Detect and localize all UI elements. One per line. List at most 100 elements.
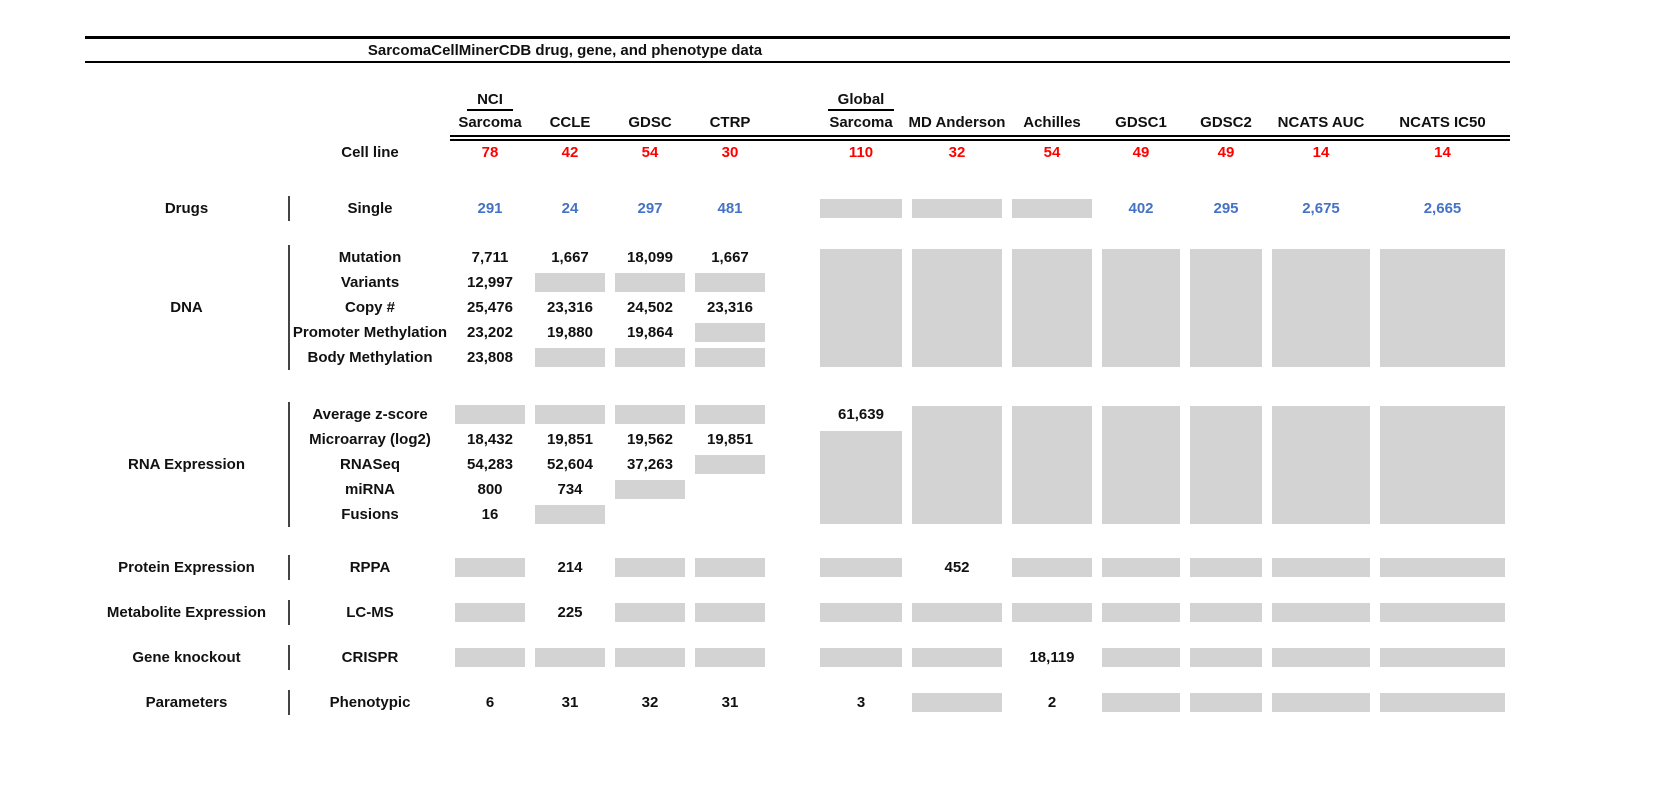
no-data-box bbox=[1097, 600, 1185, 625]
cell-line-count: 32 bbox=[948, 144, 966, 161]
data-cell: 52,604 bbox=[547, 456, 593, 473]
no-data-box bbox=[610, 600, 690, 625]
data-cell: 19,562 bbox=[627, 431, 673, 448]
category-label: Metabolite Expression bbox=[85, 600, 290, 625]
title-row: SarcomaCellMinerCDB drug, gene, and phen… bbox=[85, 39, 1510, 61]
no-data-box-tall bbox=[1007, 245, 1097, 370]
group-drugs: Drugs Single 291 24 297 481 402 295 2,675 2,665 bbox=[85, 196, 1510, 221]
no-data-box bbox=[610, 645, 690, 670]
data-cell: 24,502 bbox=[627, 299, 673, 316]
gray-box bbox=[820, 603, 902, 622]
category-label: Parameters bbox=[85, 690, 290, 715]
gray-box bbox=[695, 348, 765, 367]
data-cell: 2,665 bbox=[1423, 200, 1462, 217]
data-cell: 19,880 bbox=[547, 324, 593, 341]
gray-box bbox=[455, 603, 525, 622]
row-label: RPPA bbox=[349, 559, 391, 576]
gray-box bbox=[820, 199, 902, 218]
no-data-box bbox=[450, 645, 530, 670]
gray-box bbox=[1102, 693, 1180, 712]
column-group-label-nci: NCI bbox=[450, 89, 530, 111]
gray-box bbox=[1102, 558, 1180, 577]
gray-box bbox=[695, 273, 765, 292]
no-data-box bbox=[690, 320, 770, 345]
no-data-box-tall bbox=[907, 402, 1007, 527]
gray-box bbox=[820, 430, 902, 524]
gray-box bbox=[820, 558, 902, 577]
gray-box bbox=[1272, 693, 1370, 712]
row-label: Body Methylation bbox=[307, 349, 433, 366]
row-label: RNASeq bbox=[339, 456, 400, 473]
group-metabolite-expression: Metabolite Expression LC-MS 225 bbox=[85, 600, 1510, 625]
data-cell: 12,997 bbox=[467, 274, 513, 291]
row-label: CRISPR bbox=[341, 649, 399, 666]
gray-box bbox=[615, 480, 685, 499]
no-data-box bbox=[1097, 690, 1185, 715]
gray-box bbox=[1380, 693, 1505, 712]
gray-box bbox=[1190, 693, 1262, 712]
data-cell: 24 bbox=[561, 200, 579, 217]
no-data-box bbox=[530, 402, 610, 427]
gray-box bbox=[1102, 405, 1180, 524]
no-data-box bbox=[1097, 555, 1185, 580]
no-data-box bbox=[1375, 555, 1510, 580]
no-data-box bbox=[1007, 196, 1097, 221]
category-label: Protein Expression bbox=[85, 555, 290, 580]
gray-box bbox=[1012, 405, 1092, 524]
column-group-label-global: Global bbox=[815, 89, 907, 111]
gray-box bbox=[1380, 648, 1505, 667]
no-data-box-tall bbox=[1185, 245, 1267, 370]
no-data-box bbox=[815, 645, 907, 670]
gray-box bbox=[455, 558, 525, 577]
header-double-rule bbox=[450, 135, 1510, 141]
gray-box bbox=[535, 348, 605, 367]
data-cell: 800 bbox=[477, 481, 503, 498]
data-cell: 481 bbox=[717, 200, 743, 217]
no-data-box bbox=[450, 402, 530, 427]
gray-box bbox=[820, 248, 902, 367]
no-data-box bbox=[815, 600, 907, 625]
column-header-gdsc2-8: GDSC2 bbox=[1200, 113, 1252, 131]
column-header-md-anderson-5: MD Anderson bbox=[908, 113, 1006, 131]
cell-line-count: 78 bbox=[481, 144, 499, 161]
data-cell: 37,263 bbox=[627, 456, 673, 473]
no-data-box bbox=[1007, 555, 1097, 580]
no-data-box-tall bbox=[1375, 402, 1510, 527]
gray-box bbox=[615, 603, 685, 622]
gray-box bbox=[1102, 248, 1180, 367]
data-cell: 225 bbox=[557, 604, 583, 621]
gray-box bbox=[1190, 248, 1262, 367]
no-data-box bbox=[1375, 690, 1510, 715]
gray-box bbox=[1190, 558, 1262, 577]
no-data-box-tall bbox=[1097, 245, 1185, 370]
group-protein-expression: Protein Expression RPPA 214 452 bbox=[85, 555, 1510, 580]
no-data-box bbox=[815, 555, 907, 580]
column-header-ncats-auc-9: NCATS AUC bbox=[1277, 113, 1365, 131]
gray-box bbox=[912, 693, 1002, 712]
gray-box bbox=[1380, 558, 1505, 577]
gray-box bbox=[1380, 405, 1505, 524]
no-data-box-tall bbox=[1267, 245, 1375, 370]
no-data-box bbox=[1185, 555, 1267, 580]
data-cell: 23,808 bbox=[467, 349, 513, 366]
cell-line-count: 54 bbox=[1043, 144, 1061, 161]
column-header-ccle-1: CCLE bbox=[549, 113, 591, 131]
gray-box bbox=[1012, 603, 1092, 622]
gray-box bbox=[535, 505, 605, 524]
no-data-box bbox=[690, 645, 770, 670]
no-data-box bbox=[530, 345, 610, 370]
category-label: DNA bbox=[85, 245, 290, 370]
cell-line-count: 110 bbox=[848, 144, 874, 161]
title-bottom-rule bbox=[85, 61, 1510, 63]
no-data-box bbox=[690, 555, 770, 580]
row-label: Single bbox=[347, 200, 393, 217]
no-data-box bbox=[1185, 600, 1267, 625]
cell-line-count: 54 bbox=[641, 144, 659, 161]
gray-box bbox=[695, 603, 765, 622]
category-label: Drugs bbox=[85, 196, 290, 221]
no-data-box bbox=[907, 645, 1007, 670]
data-cell: 6 bbox=[485, 694, 495, 711]
data-cell: 19,851 bbox=[707, 431, 753, 448]
data-cell: 18,432 bbox=[467, 431, 513, 448]
group-parameters: Parameters Phenotypic 6 31 32 31 3 2 bbox=[85, 690, 1510, 715]
